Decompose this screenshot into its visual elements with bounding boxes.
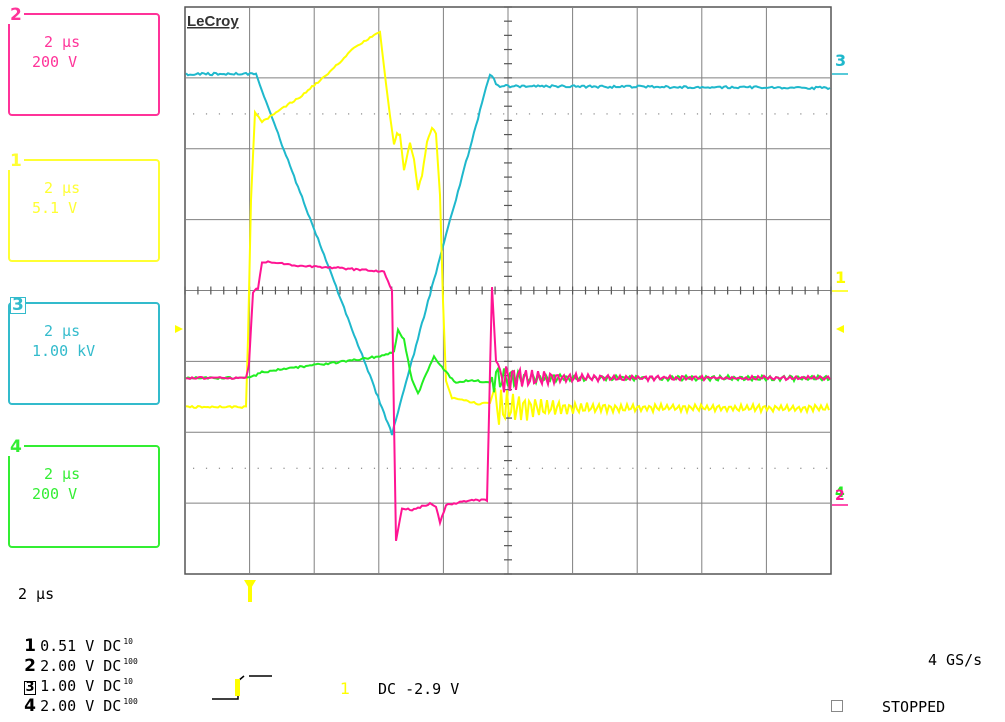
graticule-grid	[184, 6, 832, 575]
channel-4-volts: 200 V	[32, 485, 78, 503]
channel-3-number: 3	[10, 295, 26, 315]
lecroy-logo: LeCroy	[187, 13, 239, 30]
timebase-readout: 2 μs	[18, 585, 55, 603]
probe-ratio: 100	[123, 657, 138, 666]
trigger-level-left-arrow	[175, 325, 183, 333]
channel-4-box[interactable]: 4 2 μs 200 V	[8, 439, 160, 548]
trace-channel-3	[185, 71, 831, 436]
ch2-level-marker: 2	[835, 488, 845, 504]
trigger-position-arrow	[244, 580, 256, 602]
channel-3-timebase: 2 μs	[44, 322, 81, 340]
channel-1-timebase: 2 μs	[44, 179, 81, 197]
probe-ratio: 10	[123, 637, 133, 646]
ch3-level-marker: 3	[835, 51, 846, 70]
channel-3-box[interactable]: 3 2 μs 1.00 kV	[8, 297, 160, 405]
channel-4-settings: 4 2.00 V DC 100	[24, 696, 138, 716]
trigger-level: DC -2.9 V	[378, 680, 460, 698]
channel-2-number: 2	[8, 5, 24, 25]
channel-2-settings: 2 2.00 V DC 100	[24, 656, 138, 676]
acquisition-status: STOPPED	[882, 698, 946, 716]
acquisition-status-indicator	[831, 700, 843, 712]
trigger-source: 1	[340, 679, 351, 698]
channel-1-settings: 1 0.51 V DC 10	[24, 636, 133, 656]
channel-4-number: 4	[8, 437, 24, 457]
channel-3-settings: 3 1.00 V DC 10	[24, 677, 133, 695]
trigger-level-right-arrow	[836, 325, 844, 333]
channel-1-volts: 5.1 V	[32, 199, 78, 217]
channel-2-volts: 200 V	[32, 53, 78, 71]
channel-1-box[interactable]: 1 2 μs 5.1 V	[8, 153, 160, 262]
trace-channel-1	[185, 30, 830, 425]
ch1-level-marker: 1	[835, 268, 846, 287]
trace-channel-2	[185, 260, 831, 541]
ch4-level-marker: 4	[835, 485, 845, 501]
sample-rate: 4 GS/s	[928, 651, 983, 669]
channel-3-volts: 1.00 kV	[32, 342, 96, 360]
channel-2-box[interactable]: 2 2 μs 200 V	[8, 7, 160, 116]
channel-4-timebase: 2 μs	[44, 465, 81, 483]
trigger-slope-icon	[212, 675, 272, 700]
probe-ratio: 10	[123, 677, 133, 686]
probe-ratio: 100	[123, 697, 138, 706]
channel-2-timebase: 2 μs	[44, 33, 81, 51]
channel-1-number: 1	[8, 151, 24, 171]
